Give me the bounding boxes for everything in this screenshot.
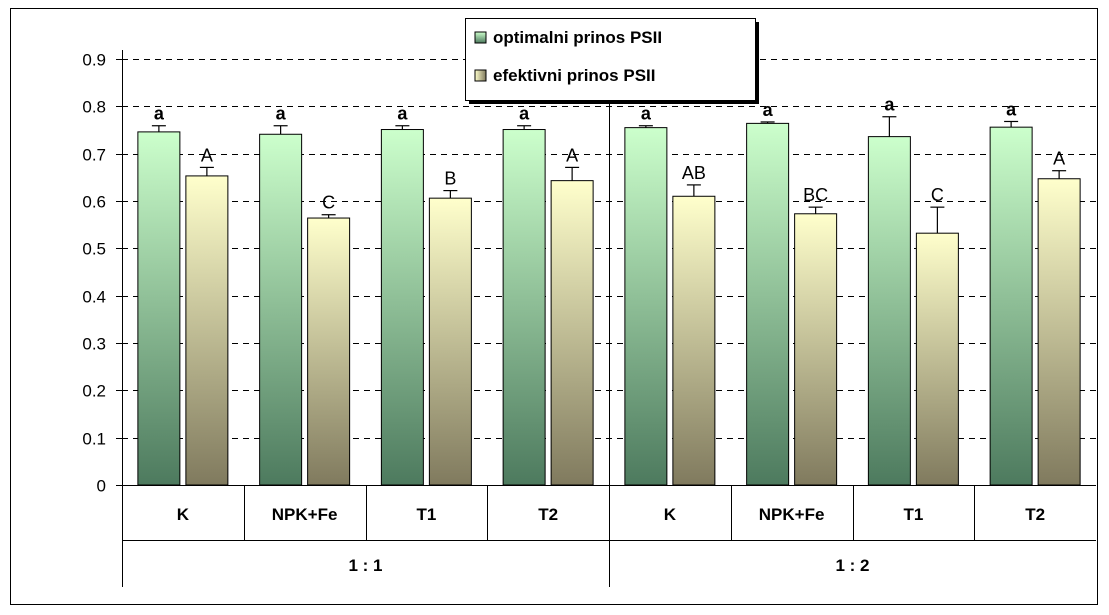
bar-optimal — [624, 127, 668, 486]
y-tick-label: 0.9 — [82, 51, 106, 70]
legend-entry: efektivni prinos PSII — [493, 66, 656, 85]
category-label: K — [177, 505, 190, 524]
category-label: T2 — [1025, 505, 1045, 524]
category-label: NPK+Fe — [272, 505, 338, 524]
legend: optimalni prinos PSII efektivni prinos PS… — [465, 18, 759, 104]
y-tick-label: 0.3 — [82, 335, 106, 354]
y-tick-label: 0.1 — [82, 430, 106, 449]
data-label: C — [931, 185, 944, 205]
bar-effective — [307, 217, 351, 486]
bar-optimal — [259, 133, 303, 486]
y-tick-label: 0.8 — [82, 98, 106, 117]
bars: a Aa Ca Ba Aa AB a BC a Ca A — [137, 95, 1081, 486]
category-label: K — [664, 505, 677, 524]
axes: 0 0.1 0.2 0.3 0.4 0.5 0.6 0.7 0.8 0.9 K NPK+Fe T1 T2 K… — [82, 50, 1096, 587]
y-tick-label: 0 — [97, 477, 106, 496]
y-tick-label: 0.7 — [82, 146, 106, 165]
legend-swatch — [474, 69, 487, 82]
data-label: A — [566, 145, 578, 165]
bar-optimal — [137, 131, 181, 486]
legend-swatch — [474, 31, 487, 44]
y-tick-label: 0.4 — [82, 288, 106, 307]
data-label: a — [884, 95, 895, 115]
category-label: T1 — [416, 505, 436, 524]
bar-effective — [915, 232, 959, 486]
legend-box — [465, 18, 756, 101]
data-label: BC — [803, 185, 828, 205]
y-tick-label: 0.6 — [82, 193, 106, 212]
group-label: 1 : 2 — [835, 556, 869, 575]
bar-effective — [794, 213, 838, 486]
data-label: a — [763, 100, 774, 120]
bar-effective — [428, 197, 472, 486]
bar-effective — [672, 195, 716, 486]
data-label: a — [276, 104, 287, 124]
bar-optimal — [867, 136, 911, 486]
y-tick-label: 0.2 — [82, 382, 106, 401]
group-label: 1 : 1 — [348, 556, 382, 575]
bar-optimal — [989, 126, 1033, 486]
data-label: a — [1006, 99, 1017, 119]
bar-effective — [550, 180, 594, 486]
data-label: A — [1053, 149, 1065, 169]
bar-effective — [185, 175, 229, 486]
data-label: C — [322, 193, 335, 213]
data-label: AB — [682, 163, 706, 183]
bar-optimal — [380, 129, 424, 486]
data-label: a — [397, 104, 408, 124]
bar-optimal — [746, 122, 790, 486]
data-label: a — [154, 104, 165, 124]
data-label: A — [201, 145, 213, 165]
category-label: T2 — [538, 505, 558, 524]
category-label: T1 — [903, 505, 923, 524]
legend-entry: optimalni prinos PSII — [493, 28, 662, 47]
data-label: a — [641, 104, 652, 124]
bar-optimal — [502, 129, 546, 486]
data-label: B — [444, 169, 456, 189]
y-tick-label: 0.5 — [82, 240, 106, 259]
bar-effective — [1037, 178, 1081, 486]
category-label: NPK+Fe — [759, 505, 825, 524]
data-label: a — [519, 104, 530, 124]
